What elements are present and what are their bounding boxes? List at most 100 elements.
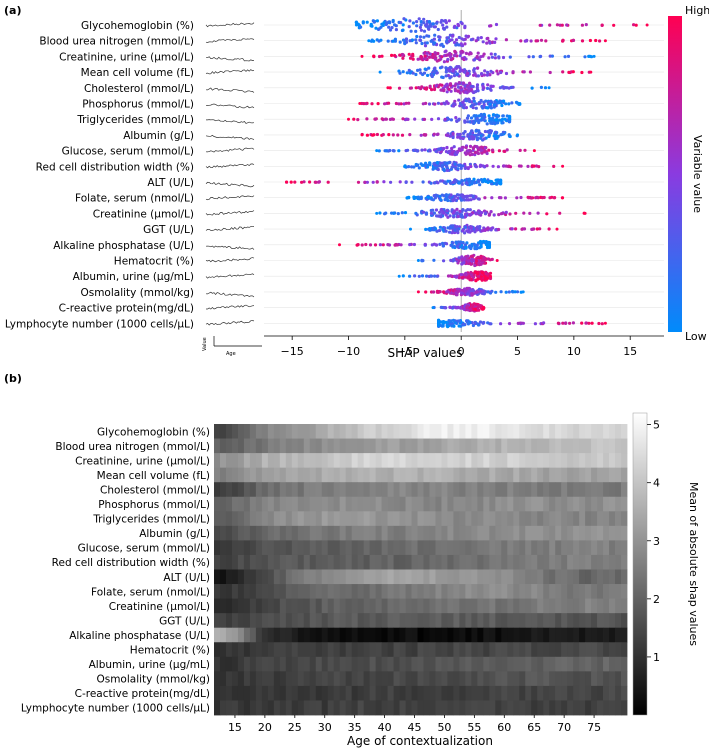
shap-point: [592, 54, 596, 58]
heatmap-cell: [609, 438, 616, 454]
sparkline-lymphocyte-number-1000-cells-l: [205, 320, 255, 326]
heatmap-cell: [579, 656, 586, 672]
heatmap-cell: [621, 482, 628, 498]
heatmap-cell: [453, 569, 460, 585]
shap-point: [411, 71, 415, 75]
heatmap-x-tick-label: 30: [318, 721, 332, 734]
shap-point: [427, 20, 431, 24]
shap-point: [500, 117, 504, 122]
heatmap-cell: [579, 540, 586, 556]
shap-point: [473, 263, 477, 268]
shap-point: [429, 24, 433, 28]
heatmap-cell: [429, 438, 436, 454]
heatmap-cell: [387, 511, 394, 527]
heatmap-cell: [495, 453, 502, 469]
heatmap-cell: [501, 656, 508, 672]
shap-point: [486, 70, 490, 74]
shap-point: [375, 180, 379, 184]
heatmap-cell: [531, 671, 538, 687]
shap-point: [410, 165, 414, 169]
shap-point: [499, 212, 503, 216]
shap-point: [464, 90, 468, 94]
sparkline-xlabel: Age: [226, 351, 236, 357]
heatmap-cell: [609, 584, 616, 599]
heatmap-cell: [435, 656, 442, 672]
heatmap-cell: [255, 569, 263, 585]
heatmap-cell: [411, 685, 418, 701]
heatmap-cell: [303, 598, 311, 614]
heatmap-cell: [423, 685, 430, 701]
heatmap-cell: [549, 482, 556, 498]
shap-point: [402, 17, 406, 21]
heatmap-cell: [441, 438, 448, 454]
heatmap-cell: [333, 511, 341, 527]
heatmap-cell: [441, 467, 448, 483]
shap-point: [487, 243, 491, 247]
heatmap-cell: [441, 554, 448, 570]
heatmap-cell: [381, 685, 388, 701]
heatmap-cell: [393, 525, 400, 541]
shap-point: [413, 117, 417, 121]
heatmap-cell: [621, 424, 628, 439]
heatmap-cell: [219, 453, 227, 469]
heatmap-cell: [219, 598, 227, 614]
heatmap-cell: [615, 482, 622, 498]
shap-point: [443, 161, 447, 165]
heatmap-cell: [351, 496, 359, 512]
heatmap-cell: [579, 511, 586, 527]
heatmap-cell: [585, 482, 592, 498]
shap-point: [420, 258, 424, 262]
shap-point: [634, 23, 638, 27]
heatmap-cell: [387, 700, 394, 716]
heatmap-cell: [261, 685, 269, 701]
heatmap-cell: [441, 656, 448, 672]
heatmap-cell: [243, 598, 251, 614]
heatmap-cell: [543, 453, 550, 469]
heatmap-cell: [345, 540, 353, 556]
shap-point: [561, 70, 565, 74]
heatmap-cell: [621, 569, 628, 585]
shap-point: [459, 85, 463, 90]
shap-point: [476, 151, 480, 156]
heatmap-cell: [255, 685, 263, 701]
shap-point: [451, 198, 455, 202]
heatmap-cell: [375, 496, 382, 512]
heatmap-cell: [351, 453, 359, 469]
heatmap-cell: [519, 569, 526, 585]
heatmap-cell: [219, 525, 227, 541]
shap-point: [440, 75, 444, 79]
shap-point: [417, 274, 421, 278]
shap-point: [453, 49, 457, 53]
heatmap-cell: [423, 424, 430, 439]
shap-point: [401, 117, 405, 121]
heatmap-cell: [441, 511, 448, 527]
heatmap-cell: [561, 467, 568, 483]
heatmap-cell: [291, 438, 299, 454]
heatmap-cell: [321, 525, 329, 541]
heatmap-cell: [453, 438, 460, 454]
heatmap-cell: [555, 438, 562, 454]
shap-point: [407, 52, 411, 56]
heatmap-cell: [333, 613, 341, 629]
heatmap-cell: [423, 656, 430, 672]
heatmap-cell: [597, 642, 604, 658]
shap-point: [383, 212, 387, 216]
shap-point: [458, 135, 462, 139]
shap-point: [432, 37, 436, 41]
heatmap-cell: [273, 438, 281, 454]
shap-point: [491, 148, 495, 152]
heatmap-cell: [543, 511, 550, 527]
heatmap-cell: [543, 569, 550, 585]
heatmap-cell: [237, 656, 245, 672]
heatmap-cell: [525, 467, 532, 483]
heatmap-cell: [393, 642, 400, 658]
shap-point: [436, 27, 440, 32]
shap-point: [400, 133, 405, 137]
shap-point: [308, 180, 312, 184]
shap-point: [419, 71, 423, 75]
heatmap-cell: [303, 584, 311, 599]
heatmap-cell: [567, 554, 574, 570]
heatmap-cell: [537, 569, 544, 585]
heatmap-cell: [225, 511, 233, 527]
heatmap-cell: [237, 511, 245, 527]
